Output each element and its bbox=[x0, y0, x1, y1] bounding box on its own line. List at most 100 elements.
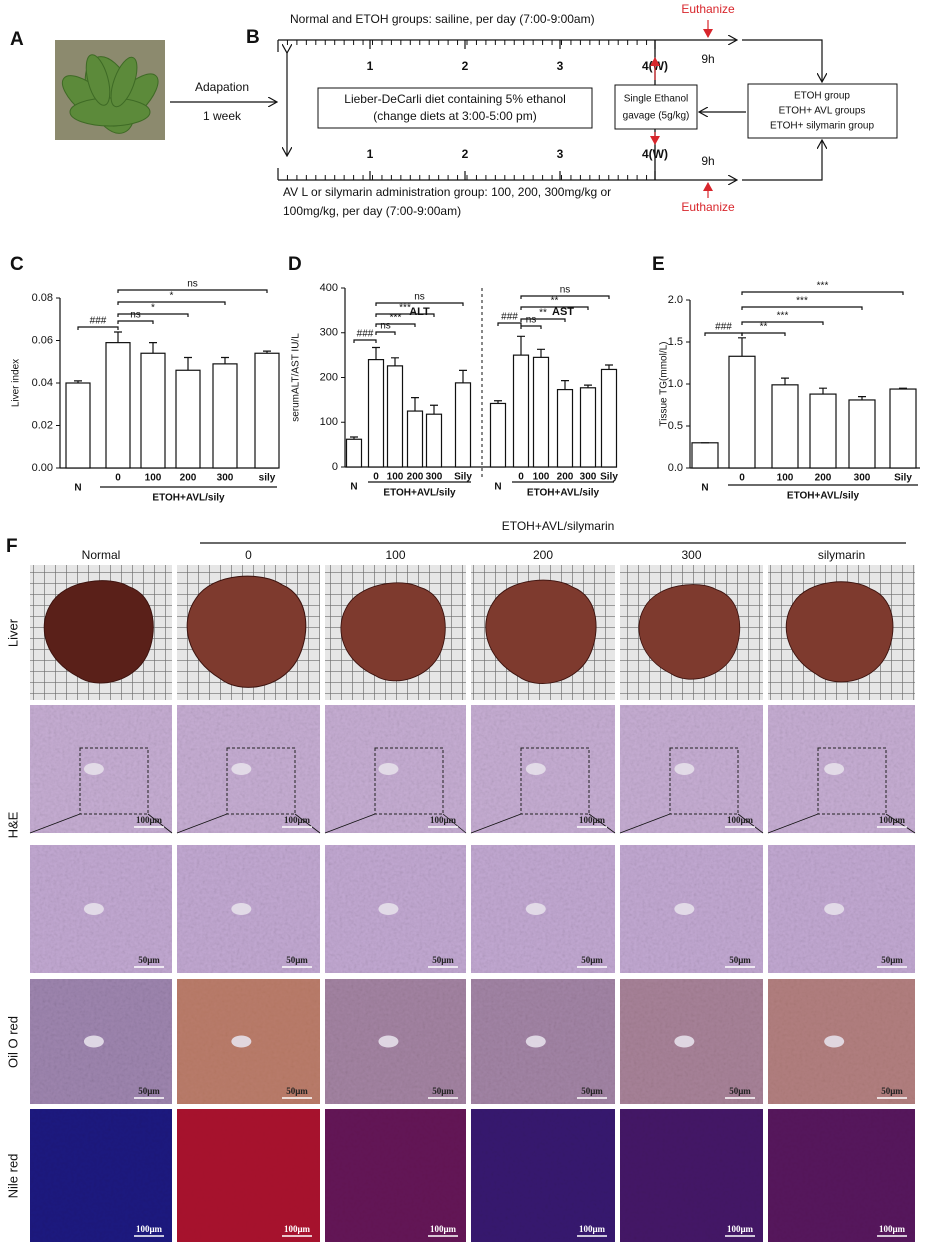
vessel bbox=[525, 903, 546, 915]
x-tick-label: 100 bbox=[387, 472, 404, 483]
gavage-text: gavage (5g/kg) bbox=[623, 111, 690, 122]
bar bbox=[105, 342, 131, 469]
y-tick-label: 1.5 bbox=[668, 336, 683, 348]
vessel bbox=[525, 763, 546, 775]
significance-bracket bbox=[117, 313, 189, 317]
stain-texture bbox=[471, 1109, 615, 1242]
significance-bracket bbox=[375, 331, 396, 335]
scale-bar-label: 100μm bbox=[430, 1224, 457, 1234]
panel-label: E bbox=[652, 254, 665, 275]
bar bbox=[345, 438, 363, 468]
error-bar bbox=[584, 384, 592, 388]
scale-bar-label: 100μm bbox=[579, 815, 606, 825]
significance-label: ### bbox=[90, 316, 107, 327]
liver-shape bbox=[485, 579, 597, 684]
error-bar bbox=[494, 400, 502, 404]
scale-bar-label: 50μm bbox=[286, 955, 308, 965]
x-tick-label: 0 bbox=[115, 473, 121, 484]
column-label: Normal bbox=[82, 548, 121, 562]
significance-bracket bbox=[353, 339, 377, 343]
error-bar bbox=[263, 350, 271, 354]
significance-bracket bbox=[520, 306, 589, 310]
week-label: 1 bbox=[367, 147, 374, 161]
error-bar bbox=[391, 357, 399, 366]
significance-label: ns bbox=[414, 292, 425, 303]
bottom-text: 100mg/kg, per day (7:00-9:00am) bbox=[283, 204, 461, 218]
x-tick-label: 100 bbox=[533, 472, 550, 483]
column-label: 200 bbox=[533, 548, 553, 562]
vessel bbox=[231, 763, 252, 775]
y-axis-label: serumALT/AST IU/L bbox=[291, 333, 302, 422]
x-tick-label: 200 bbox=[407, 472, 424, 483]
adaptation-time: 1 week bbox=[203, 109, 242, 123]
significance-bracket bbox=[741, 332, 786, 336]
x-tick-label: N bbox=[350, 482, 357, 493]
liver-shape bbox=[43, 580, 154, 684]
bar bbox=[406, 410, 424, 468]
error-bar bbox=[738, 337, 746, 357]
liver-shape bbox=[340, 582, 446, 682]
scale-bar-label: 100μm bbox=[136, 815, 163, 825]
error-bar bbox=[114, 331, 122, 343]
significance-label: *** bbox=[796, 296, 808, 307]
bar bbox=[175, 369, 201, 469]
x-tick-label: 300 bbox=[854, 473, 871, 484]
error-bar bbox=[149, 342, 157, 354]
panel-label: A bbox=[10, 29, 24, 50]
bar bbox=[691, 442, 719, 469]
significance-label: ** bbox=[551, 296, 559, 307]
nile-red-signal bbox=[471, 1109, 615, 1242]
vessel bbox=[378, 763, 399, 775]
scale-bar-label: 50μm bbox=[432, 1086, 454, 1096]
error-bar bbox=[781, 377, 789, 385]
bar bbox=[728, 355, 756, 469]
scale-bar-label: 100μm bbox=[879, 815, 906, 825]
group-label: ETOH+AVL/sily bbox=[152, 493, 225, 504]
euthanize: Euthanize bbox=[681, 2, 735, 16]
significance-label: ns bbox=[526, 315, 537, 326]
group-label: ETOH+AVL/sily bbox=[383, 488, 456, 499]
column-label: silymarin bbox=[818, 548, 865, 562]
hours: 9h bbox=[701, 154, 714, 168]
error-bar bbox=[819, 387, 827, 395]
x-tick-label: 0 bbox=[373, 472, 379, 483]
vessel bbox=[378, 903, 399, 915]
significance-bracket bbox=[77, 326, 119, 330]
vessel bbox=[824, 903, 845, 915]
vessel bbox=[83, 903, 104, 915]
error-bar bbox=[350, 436, 358, 440]
scale-bar-label: 50μm bbox=[581, 955, 603, 965]
scale-bar-label: 50μm bbox=[729, 1086, 751, 1096]
row-label: Liver bbox=[5, 618, 20, 647]
x-tick-label: 200 bbox=[557, 472, 574, 483]
bar bbox=[771, 384, 799, 469]
significance-label: ns bbox=[187, 279, 198, 290]
nile-red-signal bbox=[177, 1109, 320, 1242]
plant-leaf bbox=[85, 54, 111, 106]
error-bar bbox=[517, 335, 525, 356]
significance-label: *** bbox=[817, 281, 829, 292]
bar bbox=[579, 387, 597, 468]
bar bbox=[600, 368, 618, 468]
scale-bar-label: 50μm bbox=[138, 1086, 160, 1096]
zoom-box bbox=[817, 747, 887, 815]
groups-text: ETOH group bbox=[794, 91, 850, 102]
groups-text: ETOH+ AVL groups bbox=[779, 106, 866, 117]
y-tick-label: 400 bbox=[320, 282, 338, 294]
bar bbox=[454, 382, 472, 468]
nile-red-signal bbox=[620, 1109, 763, 1242]
y-tick-label: 0.04 bbox=[32, 377, 53, 389]
bar bbox=[848, 399, 876, 469]
bar bbox=[254, 352, 280, 469]
x-tick-label: N bbox=[74, 483, 81, 494]
nile-red-signal bbox=[325, 1109, 466, 1242]
bar bbox=[386, 365, 404, 468]
bar bbox=[512, 354, 530, 468]
gavage-box bbox=[614, 84, 698, 130]
significance-bracket bbox=[520, 318, 566, 322]
x-tick-label: Sily bbox=[600, 472, 618, 483]
bar bbox=[367, 359, 385, 468]
scale-bar-label: 50μm bbox=[729, 955, 751, 965]
zoom-line bbox=[442, 813, 467, 834]
